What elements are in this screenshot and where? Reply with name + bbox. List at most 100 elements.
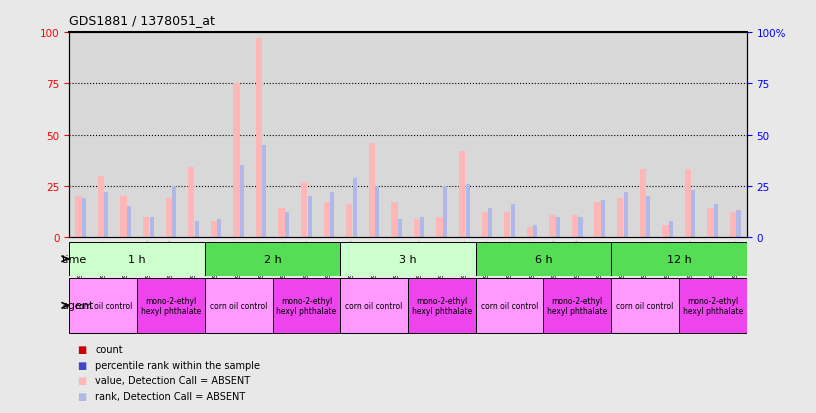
Bar [572, 215, 579, 237]
Bar [137, 278, 205, 333]
Bar [737, 211, 741, 237]
Bar [443, 186, 447, 237]
Bar [617, 199, 623, 237]
Bar [685, 170, 691, 237]
Bar [476, 242, 611, 276]
Bar [375, 186, 379, 237]
Bar [623, 192, 628, 237]
Bar [392, 203, 397, 237]
Bar [211, 221, 217, 237]
Bar [369, 143, 375, 237]
Bar [420, 217, 424, 237]
Bar [611, 242, 747, 276]
Text: 1 h: 1 h [128, 254, 146, 264]
Bar [104, 192, 109, 237]
Bar [679, 278, 747, 333]
Text: corn oil control: corn oil control [481, 301, 539, 310]
Text: mono-2-ethyl
hexyl phthalate: mono-2-ethyl hexyl phthalate [141, 296, 201, 315]
Text: value, Detection Call = ABSENT: value, Detection Call = ABSENT [95, 375, 251, 385]
Bar [69, 242, 205, 276]
Bar [256, 39, 262, 237]
Bar [330, 192, 335, 237]
Text: corn oil control: corn oil control [74, 301, 132, 310]
Bar [408, 278, 476, 333]
Bar [166, 199, 172, 237]
Bar [707, 209, 714, 237]
Text: corn oil control: corn oil control [345, 301, 403, 310]
Text: 12 h: 12 h [667, 254, 691, 264]
Bar [556, 217, 560, 237]
Bar [278, 209, 285, 237]
Bar [353, 178, 357, 237]
Bar [69, 278, 137, 333]
Bar [601, 201, 605, 237]
Bar [466, 184, 470, 237]
Bar [285, 213, 289, 237]
Bar [437, 217, 443, 237]
Text: mono-2-ethyl
hexyl phthalate: mono-2-ethyl hexyl phthalate [683, 296, 743, 315]
Text: GDS1881 / 1378051_at: GDS1881 / 1378051_at [69, 14, 215, 27]
Bar [579, 217, 583, 237]
Bar [263, 145, 267, 237]
Bar [143, 217, 149, 237]
Text: ■: ■ [78, 375, 86, 385]
Bar [240, 166, 244, 237]
Bar [481, 213, 488, 237]
Text: time: time [61, 254, 86, 264]
Text: agent: agent [61, 301, 94, 311]
Bar [121, 197, 126, 237]
Text: mono-2-ethyl
hexyl phthalate: mono-2-ethyl hexyl phthalate [277, 296, 336, 315]
Bar [172, 186, 176, 237]
Bar [476, 278, 543, 333]
Bar [611, 278, 679, 333]
Bar [646, 197, 650, 237]
Text: corn oil control: corn oil control [616, 301, 674, 310]
Bar [527, 227, 533, 237]
Bar [205, 242, 340, 276]
Bar [714, 205, 718, 237]
Bar [549, 215, 556, 237]
Bar [75, 197, 82, 237]
Bar [346, 205, 353, 237]
Text: 6 h: 6 h [534, 254, 552, 264]
Bar [504, 213, 511, 237]
Text: 3 h: 3 h [399, 254, 417, 264]
Bar [511, 205, 515, 237]
Text: rank, Detection Call = ABSENT: rank, Detection Call = ABSENT [95, 391, 246, 401]
Bar [414, 219, 420, 237]
Bar [640, 170, 646, 237]
Bar [488, 209, 492, 237]
Text: 2 h: 2 h [264, 254, 282, 264]
Text: ■: ■ [78, 391, 86, 401]
Bar [340, 242, 476, 276]
Bar [188, 168, 194, 237]
Text: ■: ■ [78, 360, 86, 370]
Bar [595, 203, 601, 237]
Text: count: count [95, 344, 123, 354]
Bar [669, 221, 673, 237]
Text: mono-2-ethyl
hexyl phthalate: mono-2-ethyl hexyl phthalate [412, 296, 472, 315]
Bar [691, 190, 695, 237]
Text: corn oil control: corn oil control [210, 301, 268, 310]
Text: ■: ■ [78, 344, 86, 354]
Bar [217, 219, 221, 237]
Bar [543, 278, 611, 333]
Bar [308, 197, 312, 237]
Bar [82, 199, 86, 237]
Bar [127, 207, 131, 237]
Bar [398, 219, 402, 237]
Bar [534, 225, 538, 237]
Bar [663, 225, 668, 237]
Bar [340, 278, 408, 333]
Text: mono-2-ethyl
hexyl phthalate: mono-2-ethyl hexyl phthalate [548, 296, 607, 315]
Bar [459, 152, 465, 237]
Bar [730, 213, 736, 237]
Bar [195, 221, 199, 237]
Bar [205, 278, 273, 333]
Bar [324, 203, 330, 237]
Bar [233, 84, 240, 237]
Text: percentile rank within the sample: percentile rank within the sample [95, 360, 260, 370]
Bar [98, 176, 104, 237]
Bar [273, 278, 340, 333]
Bar [149, 217, 153, 237]
